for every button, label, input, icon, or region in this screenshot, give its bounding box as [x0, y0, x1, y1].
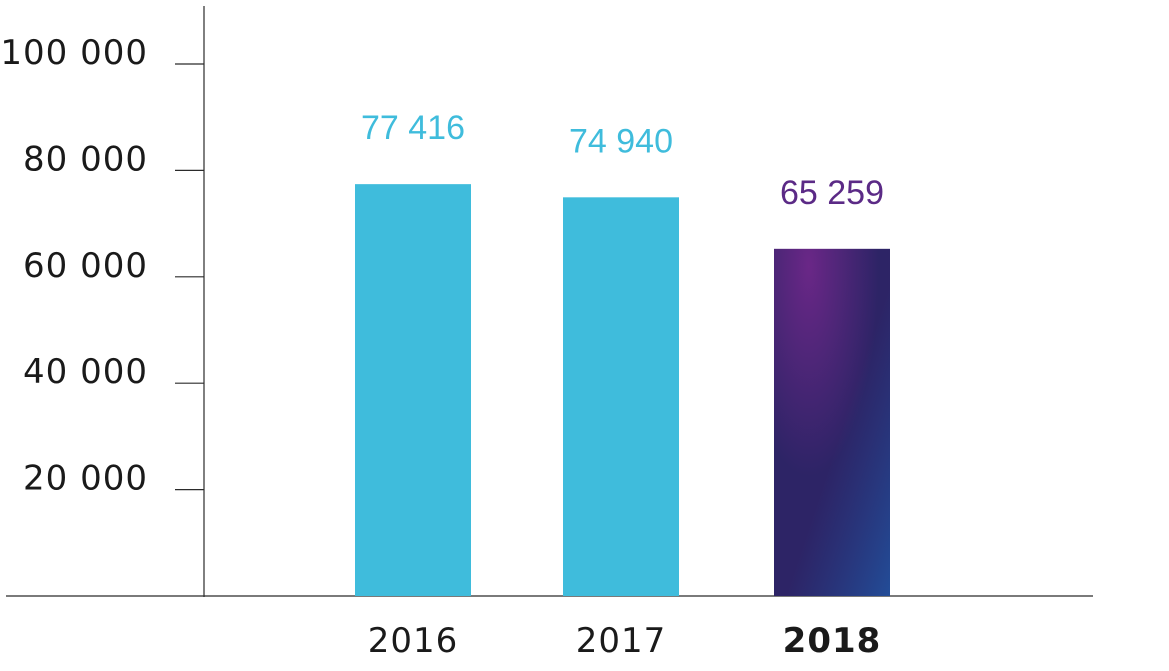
data-labels: 77 416 74 940 65 259: [361, 109, 884, 212]
bar-series: [355, 184, 890, 596]
x-tick-label-2018: 2018: [783, 621, 882, 661]
bar-2017: [563, 197, 679, 596]
data-label-2018: 65 259: [780, 174, 884, 212]
bar-2018-sheen: [774, 248, 890, 596]
bar-2016: [355, 184, 471, 596]
y-tick-label: 20 000: [23, 459, 148, 499]
x-tick-label-2017: 2017: [576, 621, 667, 661]
y-tick-label: 80 000: [23, 139, 148, 179]
y-tick-label: 100 000: [0, 33, 148, 73]
chart-axes: [6, 6, 1093, 597]
y-tick-label: 40 000: [23, 352, 148, 392]
y-tick-label: 60 000: [23, 246, 148, 286]
y-axis-ticks: 20 000 40 000 60 000 80 000 100 000: [0, 33, 204, 499]
x-tick-label-2016: 2016: [368, 621, 459, 661]
data-label-2016: 77 416: [361, 109, 465, 147]
data-label-2017: 74 940: [569, 122, 673, 160]
x-axis-ticks: 2016 2017 2018: [368, 621, 882, 661]
